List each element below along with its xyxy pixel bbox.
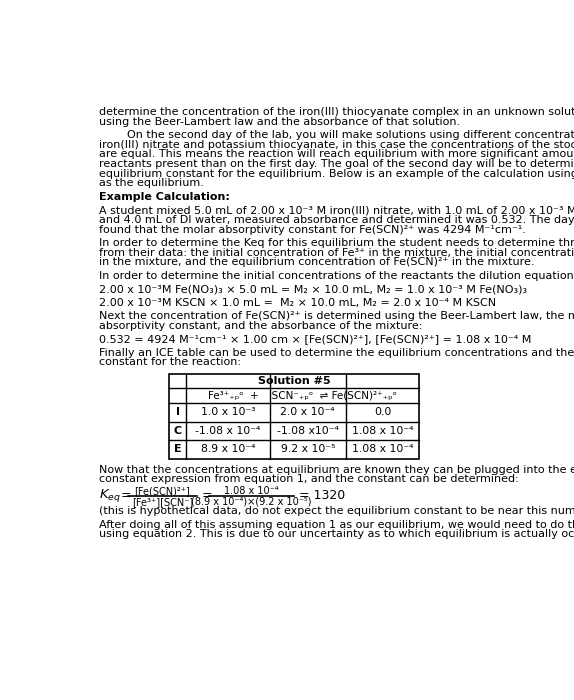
Text: constant for the reaction:: constant for the reaction: [99,357,241,368]
Text: 2.00 x 10⁻³M KSCN × 1.0 mL =  M₂ × 10.0 mL, M₂ = 2.0 x 10⁻⁴ M KSCN: 2.00 x 10⁻³M KSCN × 1.0 mL = M₂ × 10.0 m… [99,298,496,308]
Text: I: I [176,407,180,417]
Text: as the equilibrium.: as the equilibrium. [99,178,204,188]
Text: =: = [201,489,212,502]
Text: absorptivity constant, and the absorbance of the mixture:: absorptivity constant, and the absorbanc… [99,321,422,331]
Text: After doing all of this assuming equation 1 as our equilibrium, we would need to: After doing all of this assuming equatio… [99,520,574,530]
Text: A student mixed 5.0 mL of 2.00 x 10⁻³ M iron(III) nitrate, with 1.0 mL of 2.00 x: A student mixed 5.0 mL of 2.00 x 10⁻³ M … [99,205,574,216]
Text: using the Beer-Lambert law and the absorbance of that solution.: using the Beer-Lambert law and the absor… [99,117,460,127]
Text: Finally an ICE table can be used to determine the equilibrium concentrations and: Finally an ICE table can be used to dete… [99,348,574,358]
Text: from their data: the initial concentration of Fe³⁺ in the mixture, the initial c: from their data: the initial concentrati… [99,248,574,258]
Text: equilibrium constant for the equilibrium. Below is an example of the calculation: equilibrium constant for the equilibrium… [99,169,574,178]
Text: and 4.0 mL of DI water, measured absorbance and determined it was 0.532. The day: and 4.0 mL of DI water, measured absorba… [99,215,574,225]
Text: 1.0 x 10⁻³: 1.0 x 10⁻³ [201,407,255,417]
Text: Fe³⁺₊ₚᵒ  +    SCN⁻₊ₚᵒ  ⇌ Fe(SCN)²⁺₊ₚᵒ: Fe³⁺₊ₚᵒ + SCN⁻₊ₚᵒ ⇌ Fe(SCN)²⁺₊ₚᵒ [208,391,397,400]
Text: = 1320: = 1320 [299,489,345,502]
Text: 1.08 x 10⁻⁴: 1.08 x 10⁻⁴ [224,486,279,496]
Bar [169,374,420,458]
Text: On the second day of the lab, you will make solutions using different concentrat: On the second day of the lab, you will m… [99,130,574,140]
Text: Now that the concentrations at equilibrium are known they can be plugged into th: Now that the concentrations at equilibri… [99,465,574,475]
Text: reactants present than on the first day. The goal of the second day will be to d: reactants present than on the first day.… [99,159,574,169]
Text: 1.08 x 10⁻⁴: 1.08 x 10⁻⁴ [352,444,413,454]
Text: [Fe(SCN)²⁺]: [Fe(SCN)²⁺] [134,486,191,496]
Text: =: = [121,489,131,502]
Text: In order to determine the initial concentrations of the reactants the dilution e: In order to determine the initial concen… [99,271,574,281]
Text: -1.08 x10⁻⁴: -1.08 x10⁻⁴ [277,426,339,436]
Text: using equation 2. This is due to our uncertainty as to which equilibrium is actu: using equation 2. This is due to our unc… [99,529,574,540]
Text: In order to determine the Keq for this equilibrium the student needs to determin: In order to determine the Keq for this e… [99,238,574,248]
Text: are equal. This means the reaction will reach equilibrium with more significant : are equal. This means the reaction will … [99,150,574,160]
Text: determine the concentration of the iron(III) thiocyanate complex in an unknown s: determine the concentration of the iron(… [99,107,574,117]
Text: $K_{eq}$: $K_{eq}$ [99,487,121,504]
Text: 2.00 x 10⁻³M Fe(NO₃)₃ × 5.0 mL = M₂ × 10.0 mL, M₂ = 1.0 x 10⁻³ M Fe(NO₃)₃: 2.00 x 10⁻³M Fe(NO₃)₃ × 5.0 mL = M₂ × 10… [99,284,527,294]
Text: -1.08 x 10⁻⁴: -1.08 x 10⁻⁴ [195,426,261,436]
Text: 0.0: 0.0 [374,407,391,417]
Text: in the mixture, and the equilibrium concentration of Fe(SCN)²⁺ in the mixture.: in the mixture, and the equilibrium conc… [99,258,534,267]
Text: Solution #5: Solution #5 [258,376,331,386]
Text: found that the molar absorptivity constant for Fe(SCN)²⁺ was 4294 M⁻¹cm⁻¹.: found that the molar absorptivity consta… [99,225,526,235]
Text: 2.0 x 10⁻⁴: 2.0 x 10⁻⁴ [281,407,335,417]
Text: 9.2 x 10⁻⁵: 9.2 x 10⁻⁵ [281,444,335,454]
Text: constant expression from equation 1, and the constant can be determined:: constant expression from equation 1, and… [99,475,519,484]
Text: [Fe³⁺][SCN⁻]: [Fe³⁺][SCN⁻] [132,497,193,507]
Text: Example Calculation:: Example Calculation: [99,192,230,202]
Text: 8.9 x 10⁻⁴: 8.9 x 10⁻⁴ [201,444,255,454]
Text: C: C [173,426,181,436]
Text: E: E [174,444,181,454]
Text: (this is hypothetical data, do not expect the equilibrium constant to be near th: (this is hypothetical data, do not expec… [99,506,574,517]
Text: (8.9 x 10⁻⁴)×(9.2 x 10⁻⁵): (8.9 x 10⁻⁴)×(9.2 x 10⁻⁵) [191,497,312,507]
Text: iron(III) nitrate and potassium thiocyanate, in this case the concentrations of : iron(III) nitrate and potassium thiocyan… [99,140,574,150]
Text: Next the concentration of Fe(SCN)²⁺ is determined using the Beer-Lambert law, th: Next the concentration of Fe(SCN)²⁺ is d… [99,311,574,321]
Text: 1.08 x 10⁻⁴: 1.08 x 10⁻⁴ [352,426,413,436]
Text: 0.532 = 4924 M⁻¹cm⁻¹ × 1.00 cm × [Fe(SCN)²⁺], [Fe(SCN)²⁺] = 1.08 x 10⁻⁴ M: 0.532 = 4924 M⁻¹cm⁻¹ × 1.00 cm × [Fe(SCN… [99,335,532,344]
